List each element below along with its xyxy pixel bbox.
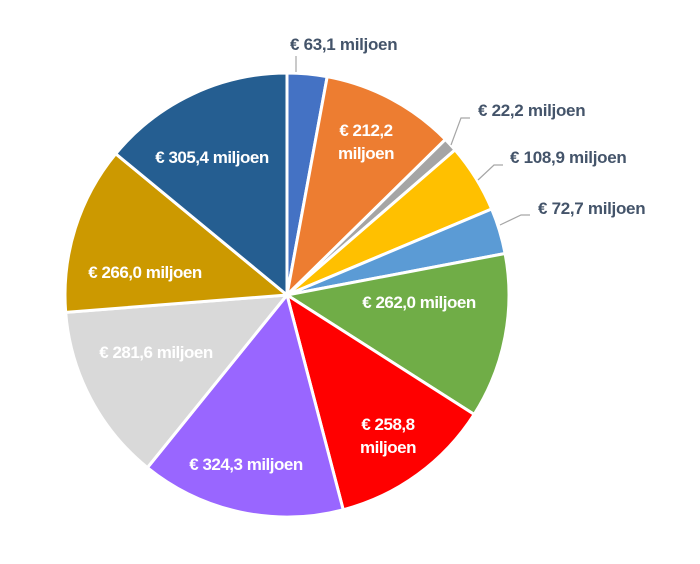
- data-label: € 258,8 miljoen: [360, 415, 416, 457]
- data-label: € 305,4 miljoen: [155, 148, 269, 167]
- pie-slice: [63, 152, 289, 314]
- leader-line: [450, 117, 470, 146]
- data-label: € 281,6 miljoen: [99, 343, 213, 362]
- pie-slice: [64, 293, 289, 470]
- data-label: € 266,0 miljoen: [88, 263, 202, 282]
- data-labels: € 63,1 miljoen € 212,2 miljoen € 22,2 miljo…: [88, 35, 645, 474]
- data-label: € 262,0 miljoen: [362, 293, 476, 312]
- pie-slice: [285, 75, 447, 297]
- pie-slice: [285, 251, 511, 416]
- leader-line: [499, 214, 530, 226]
- pie-slice: [285, 293, 476, 512]
- pie-slice: [114, 71, 289, 297]
- leader-lines: [295, 56, 530, 226]
- pie-slices: [63, 71, 511, 519]
- leader-line: [477, 164, 503, 181]
- data-label: € 22,2 miljoen: [478, 101, 585, 120]
- data-label: € 72,7 miljoen: [538, 199, 645, 218]
- data-label: € 63,1 miljoen: [290, 35, 397, 54]
- data-label: € 108,9 miljoen: [510, 148, 626, 167]
- data-label: € 212,2 miljoen: [338, 121, 394, 163]
- data-label: € 324,3 miljoen: [189, 455, 303, 474]
- pie-slice: [145, 293, 345, 519]
